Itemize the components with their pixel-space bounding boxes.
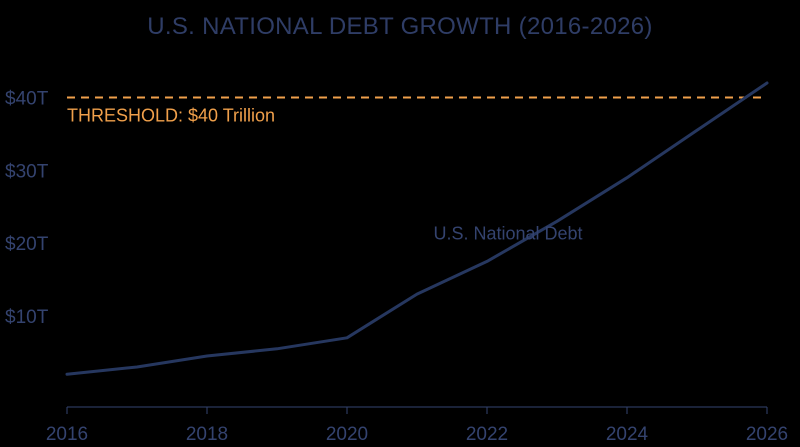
series-label: U.S. National Debt	[433, 224, 582, 244]
y-tick-label: $10T	[5, 307, 49, 328]
threshold-group: THRESHOLD: $40 Trillion	[67, 96, 767, 126]
x-tick-label: 2020	[326, 424, 368, 445]
chart-title: U.S. NATIONAL DEBT GROWTH (2016-2026)	[147, 13, 652, 40]
x-tick-label: 2024	[606, 424, 649, 445]
x-tick-label: 2026	[746, 424, 788, 445]
x-tick-label: 2016	[46, 424, 88, 445]
y-tick-label: $40T	[5, 89, 49, 110]
x-tick-label: 2022	[466, 424, 508, 445]
x-tick-label: 2018	[186, 424, 228, 445]
axis-group: 2016 2018 2020 2022 2024 2026 $10T $20T $30T $40T	[5, 89, 788, 445]
y-tick-label: $30T	[5, 161, 49, 182]
series-group	[65, 81, 769, 376]
y-tick-label: $20T	[5, 234, 49, 255]
series-line	[65, 81, 769, 376]
label-group: U.S. National Debt	[433, 224, 582, 244]
threshold-label: THRESHOLD: $40 Trillion	[67, 106, 275, 126]
